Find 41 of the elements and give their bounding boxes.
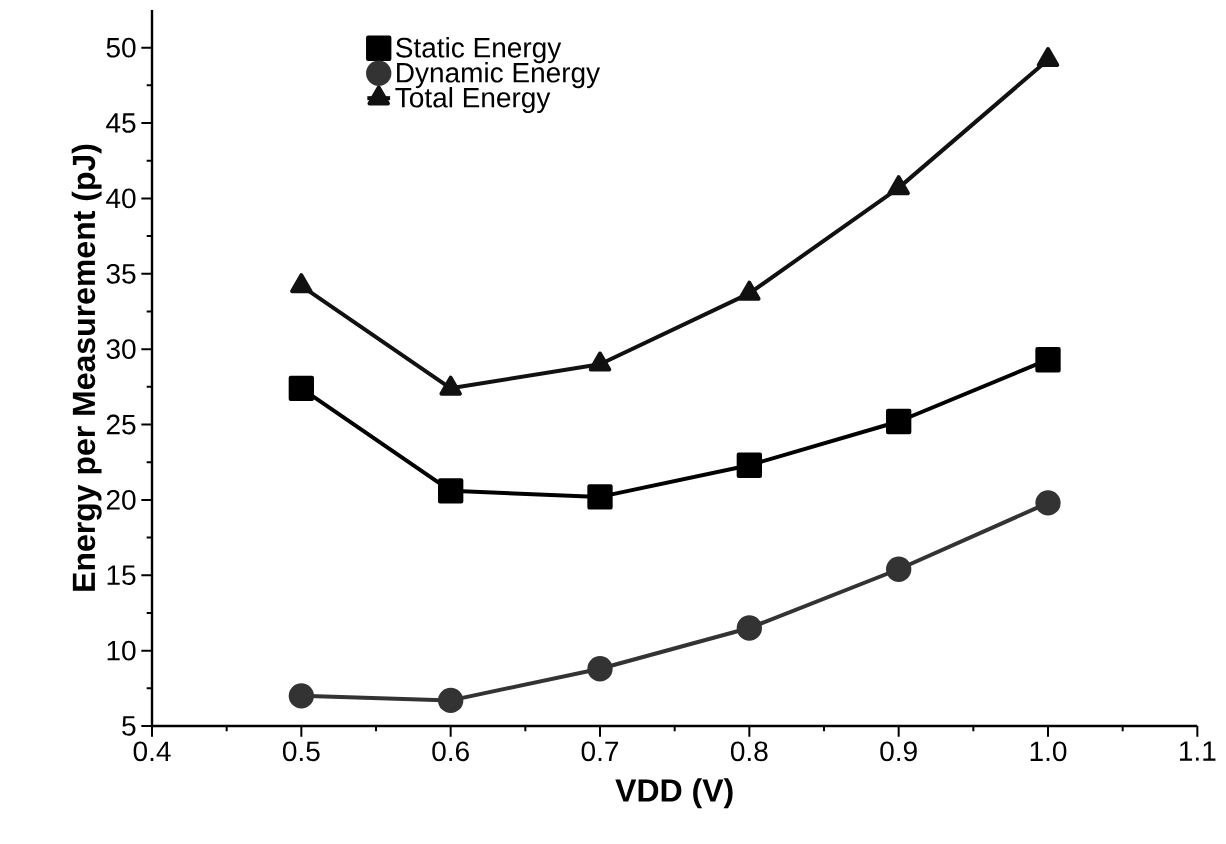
y-tick-label: 15 [107,565,136,586]
point [886,408,912,435]
point [738,280,761,301]
x-axis-title: VDD (V) [615,778,733,809]
y-tick-label: 30 [106,339,136,360]
x-tick-label: 1.1 [1180,741,1216,761]
y-axis-title: Energy per Measurement (pJ) [71,144,102,591]
legend-label: Static Energy [396,37,562,64]
point [288,683,314,709]
point [587,656,613,682]
point [1035,347,1061,373]
point [887,175,910,196]
x-tick-label: 0.4 [133,741,171,762]
y-tick-label: 50 [106,37,136,58]
point [587,484,613,510]
y-tick-label: 20 [106,489,136,510]
point [736,452,763,478]
point [736,615,763,641]
y-tick-label: 5 [122,716,136,736]
x-tick-label: 0.6 [432,741,469,762]
point [439,375,462,396]
x-tick-label: 0.7 [581,741,619,762]
x-tick-label: 1.0 [1030,741,1067,762]
y-tick-label: 35 [106,263,136,284]
point [438,687,464,714]
x-tick-label: 0.5 [282,741,320,762]
legend-label: Dynamic Energy [397,62,601,89]
point [438,478,464,504]
point [290,273,313,294]
point [1036,47,1060,68]
y-tick-label: 45 [106,113,136,133]
x-tick-label: 0.9 [880,741,917,762]
y-tick-label: 10 [107,640,136,661]
point [886,556,912,582]
y-tick-label: 25 [106,414,136,435]
y-tick-label: 40 [106,188,136,209]
point [288,375,314,402]
x-tick-label: 0.8 [730,741,768,762]
point [1035,490,1061,516]
point [588,351,612,372]
legend-label: Total Energy [395,87,551,114]
